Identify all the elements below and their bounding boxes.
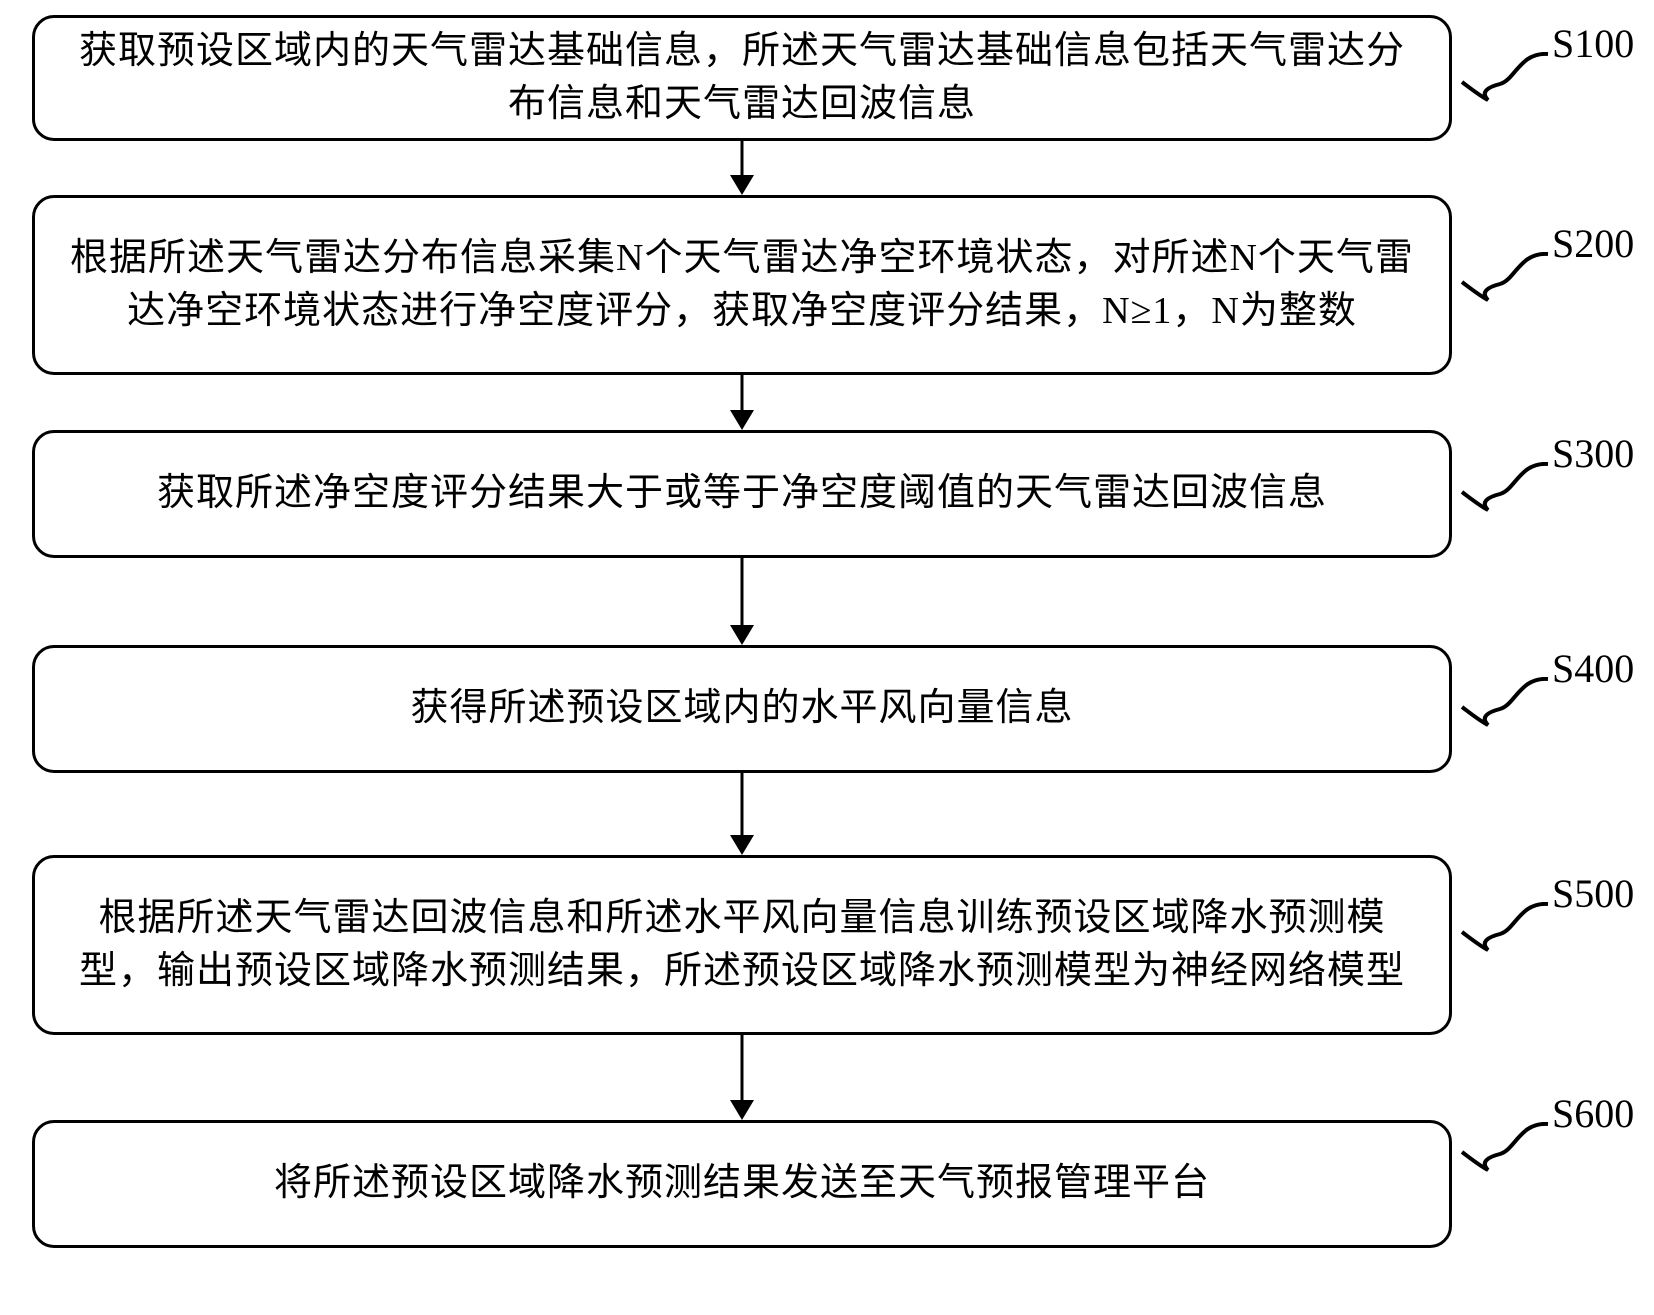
squiggle-s300 [1460, 462, 1550, 514]
step-text-s300: 获取所述净空度评分结果大于或等于净空度阈值的天气雷达回波信息 [157, 467, 1327, 520]
squiggle-s400 [1460, 677, 1550, 729]
squiggle-s200 [1460, 252, 1550, 304]
squiggle-s500 [1460, 902, 1550, 954]
step-text-s100: 获取预设区域内的天气雷达基础信息，所述天气雷达基础信息包括天气雷达分布信息和天气… [65, 25, 1419, 131]
squiggle-s100 [1460, 52, 1550, 104]
step-label-s500: S500 [1552, 870, 1634, 917]
step-box-s500: 根据所述天气雷达回波信息和所述水平风向量信息训练预设区域降水预测模型，输出预设区… [32, 855, 1452, 1035]
flowchart-canvas: 获取预设区域内的天气雷达基础信息，所述天气雷达基础信息包括天气雷达分布信息和天气… [0, 0, 1654, 1315]
step-label-s200: S200 [1552, 220, 1634, 267]
step-label-s100: S100 [1552, 20, 1634, 67]
step-box-s400: 获得所述预设区域内的水平风向量信息 [32, 645, 1452, 773]
step-text-s500: 根据所述天气雷达回波信息和所述水平风向量信息训练预设区域降水预测模型，输出预设区… [65, 892, 1419, 998]
step-text-s200: 根据所述天气雷达分布信息采集N个天气雷达净空环境状态，对所述N个天气雷达净空环境… [65, 232, 1419, 338]
step-box-s100: 获取预设区域内的天气雷达基础信息，所述天气雷达基础信息包括天气雷达分布信息和天气… [32, 15, 1452, 141]
step-label-s300: S300 [1552, 430, 1634, 477]
step-label-s400: S400 [1552, 645, 1634, 692]
step-label-s600: S600 [1552, 1090, 1634, 1137]
step-text-s600: 将所述预设区域降水预测结果发送至天气预报管理平台 [274, 1157, 1210, 1210]
step-text-s400: 获得所述预设区域内的水平风向量信息 [410, 682, 1073, 735]
step-box-s600: 将所述预设区域降水预测结果发送至天气预报管理平台 [32, 1120, 1452, 1248]
squiggle-s600 [1460, 1122, 1550, 1174]
step-box-s300: 获取所述净空度评分结果大于或等于净空度阈值的天气雷达回波信息 [32, 430, 1452, 558]
step-box-s200: 根据所述天气雷达分布信息采集N个天气雷达净空环境状态，对所述N个天气雷达净空环境… [32, 195, 1452, 375]
